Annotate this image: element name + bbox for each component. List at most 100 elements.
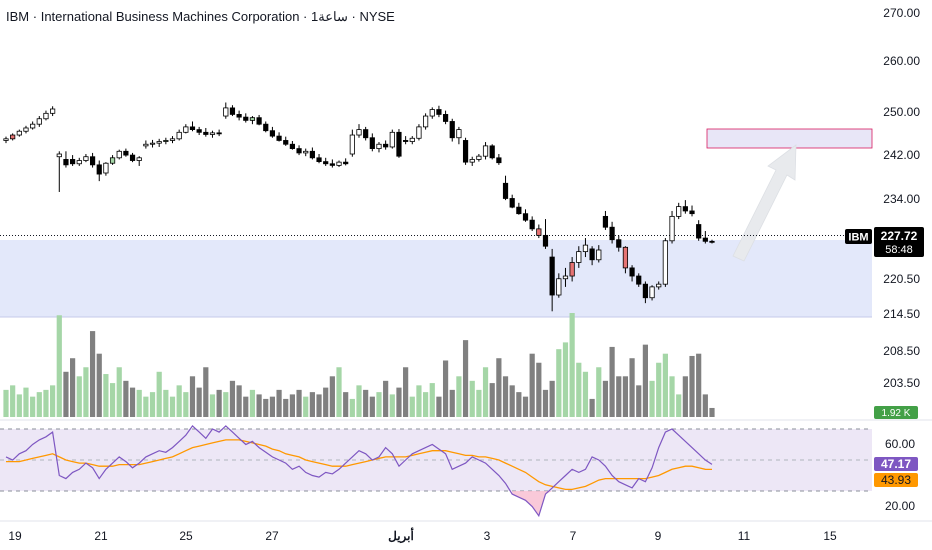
- candle-body[interactable]: [383, 143, 389, 148]
- candle-body[interactable]: [589, 248, 595, 261]
- candle-body[interactable]: [89, 156, 96, 166]
- candle-body[interactable]: [169, 138, 176, 141]
- candle-body[interactable]: [442, 114, 449, 122]
- candle-body[interactable]: [576, 251, 582, 263]
- candle-body[interactable]: [389, 131, 395, 148]
- candle-body[interactable]: [196, 129, 202, 133]
- candle-body[interactable]: [609, 226, 615, 241]
- candle-body[interactable]: [496, 157, 502, 164]
- candle-body[interactable]: [176, 131, 182, 140]
- candle-body[interactable]: [423, 115, 429, 128]
- candle-body[interactable]: [263, 123, 269, 132]
- candle-body[interactable]: [296, 148, 302, 154]
- candle-body[interactable]: [656, 283, 662, 288]
- candle-body[interactable]: [469, 159, 475, 163]
- candle-body[interactable]: [582, 244, 589, 253]
- candle-body[interactable]: [336, 161, 342, 166]
- candle-body[interactable]: [349, 134, 355, 155]
- candle-body[interactable]: [622, 246, 629, 269]
- candle-body[interactable]: [309, 150, 315, 159]
- candle-body[interactable]: [30, 123, 36, 129]
- candle-body[interactable]: [103, 162, 109, 174]
- candle-body[interactable]: [616, 239, 622, 248]
- candle-body[interactable]: [549, 256, 555, 296]
- candle-body[interactable]: [669, 215, 675, 242]
- candle-body[interactable]: [189, 126, 196, 131]
- support-zone[interactable]: [0, 240, 872, 317]
- candle-body[interactable]: [70, 159, 76, 165]
- candle-body[interactable]: [129, 154, 136, 161]
- candle-body[interactable]: [363, 129, 369, 139]
- candle-body[interactable]: [456, 129, 462, 139]
- candle-body[interactable]: [403, 140, 409, 142]
- candle-body[interactable]: [136, 157, 142, 161]
- candle-body[interactable]: [123, 150, 129, 156]
- candle-body[interactable]: [482, 145, 489, 157]
- target-zone[interactable]: [706, 128, 873, 149]
- candle-body[interactable]: [116, 150, 122, 159]
- candle-body[interactable]: [203, 131, 209, 135]
- candle-body[interactable]: [303, 150, 309, 154]
- candle-body[interactable]: [396, 131, 402, 157]
- candle-body[interactable]: [436, 109, 442, 115]
- candle-body[interactable]: [416, 126, 422, 139]
- candle-body[interactable]: [289, 143, 295, 149]
- candle-body[interactable]: [256, 117, 262, 125]
- candle-body[interactable]: [276, 135, 282, 141]
- candle-body[interactable]: [96, 164, 102, 175]
- candle-body[interactable]: [163, 140, 169, 142]
- candle-body[interactable]: [249, 117, 256, 121]
- candle-body[interactable]: [343, 161, 349, 165]
- candle-body[interactable]: [376, 143, 382, 149]
- candle-body[interactable]: [602, 215, 609, 228]
- candle-body[interactable]: [76, 160, 82, 165]
- candle-body[interactable]: [702, 237, 708, 242]
- candle-body[interactable]: [109, 157, 116, 164]
- candle-body[interactable]: [229, 107, 236, 115]
- candle-body[interactable]: [83, 156, 89, 161]
- candle-body[interactable]: [356, 129, 362, 136]
- candle-body[interactable]: [329, 163, 335, 166]
- candle-body[interactable]: [323, 161, 329, 165]
- candle-body[interactable]: [409, 137, 415, 142]
- candle-body[interactable]: [529, 219, 535, 230]
- candle-body[interactable]: [509, 198, 515, 208]
- candle-body[interactable]: [243, 116, 249, 121]
- candle-body[interactable]: [23, 127, 29, 132]
- candle-body[interactable]: [536, 228, 542, 236]
- candle-body[interactable]: [489, 145, 495, 159]
- candle-body[interactable]: [476, 155, 482, 160]
- candle-body[interactable]: [649, 286, 655, 299]
- candle-body[interactable]: [696, 224, 702, 239]
- candle-body[interactable]: [223, 107, 229, 117]
- candle-body[interactable]: [542, 234, 549, 247]
- candle-body[interactable]: [43, 112, 49, 120]
- candle-body[interactable]: [269, 130, 276, 137]
- candle-body[interactable]: [283, 140, 289, 145]
- candle-body[interactable]: [596, 249, 602, 261]
- candle-body[interactable]: [56, 153, 62, 158]
- candle-body[interactable]: [689, 210, 695, 215]
- candle-body[interactable]: [462, 140, 469, 163]
- candle-body[interactable]: [429, 109, 435, 117]
- candle-body[interactable]: [369, 137, 375, 149]
- candle-body[interactable]: [682, 206, 688, 212]
- candle-body[interactable]: [502, 182, 509, 199]
- candle-body[interactable]: [16, 130, 22, 136]
- candle-body[interactable]: [522, 213, 529, 221]
- candle-body[interactable]: [183, 126, 189, 133]
- candle-body[interactable]: [709, 240, 715, 243]
- candle-body[interactable]: [569, 262, 575, 277]
- candle-body[interactable]: [516, 206, 522, 215]
- candle-body[interactable]: [209, 132, 216, 135]
- candle-body[interactable]: [449, 121, 455, 139]
- candle-body[interactable]: [562, 275, 569, 280]
- candle-body[interactable]: [556, 278, 562, 296]
- candle-body[interactable]: [63, 159, 69, 166]
- candle-body[interactable]: [36, 118, 42, 125]
- candle-body[interactable]: [236, 114, 242, 118]
- candle-body[interactable]: [149, 142, 156, 145]
- candle-body[interactable]: [636, 275, 642, 285]
- candle-body[interactable]: [216, 132, 222, 135]
